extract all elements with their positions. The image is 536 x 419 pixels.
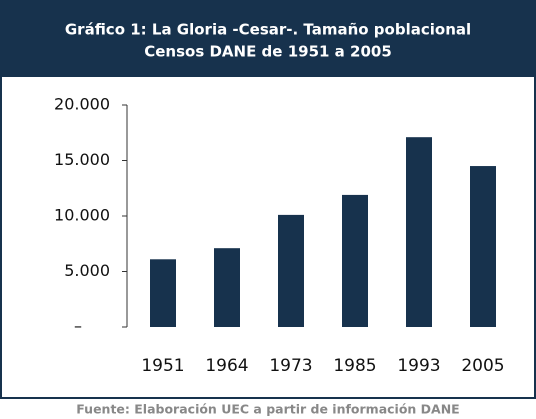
source-note: Fuente: Elaboración UEC a partir de info… <box>76 402 459 417</box>
x-tick-label: 1993 <box>397 356 440 376</box>
x-tick-label: 1985 <box>333 356 376 376</box>
bar <box>278 214 304 327</box>
bar <box>470 166 496 327</box>
x-tick-label: 1973 <box>269 356 312 376</box>
bar <box>342 194 368 327</box>
x-tick-label: 1951 <box>141 356 184 376</box>
bar <box>406 137 432 327</box>
y-tick-label: – <box>74 317 82 336</box>
y-tick-label: 10.000 <box>54 206 110 225</box>
chart-title: Gráfico 1: La Gloria -Cesar-. Tamaño pob… <box>65 21 471 39</box>
chart-subtitle: Censos DANE de 1951 a 2005 <box>144 43 392 61</box>
x-tick-label: 1964 <box>205 356 248 376</box>
x-tick-label: 2005 <box>461 356 504 376</box>
bar <box>214 248 240 327</box>
y-tick-label: 15.000 <box>54 150 110 169</box>
header-box <box>1 1 535 77</box>
y-tick-label: 20.000 <box>54 95 110 114</box>
y-tick-label: 5.000 <box>64 261 110 280</box>
bar <box>150 259 176 327</box>
